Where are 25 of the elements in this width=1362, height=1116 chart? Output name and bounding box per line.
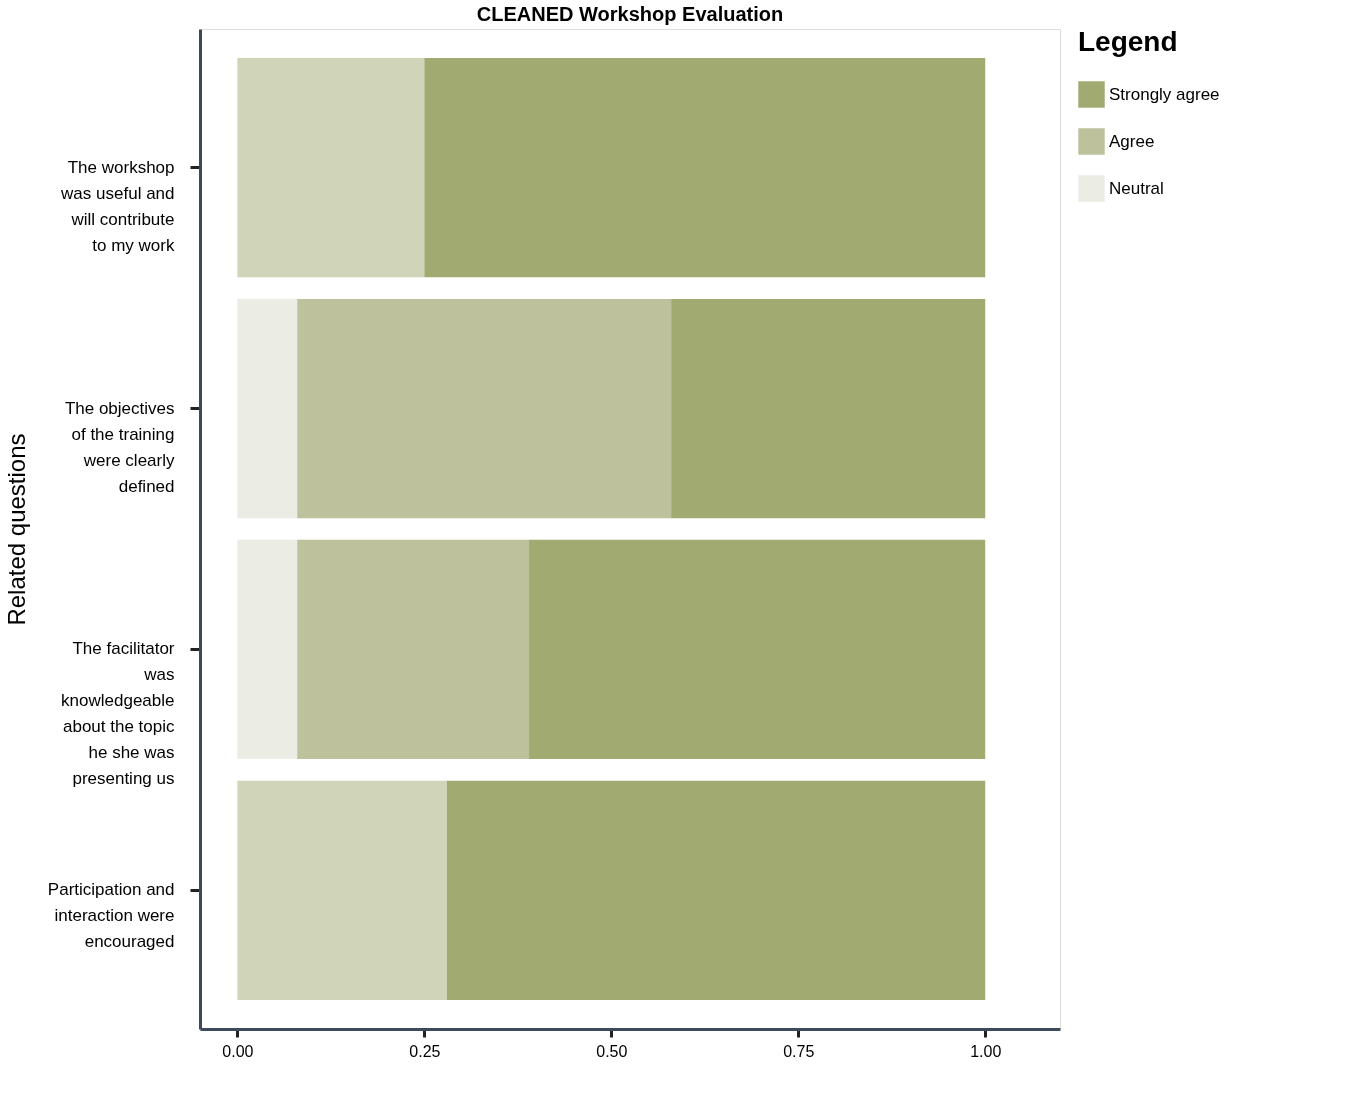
legend-label: Neutral [1109, 178, 1164, 198]
bar [237, 539, 298, 760]
bar [671, 298, 986, 519]
bar [529, 539, 986, 760]
x-tick-label: 0.00 [222, 1042, 254, 1060]
bar [237, 298, 298, 519]
x-tick-label: 0.75 [783, 1042, 815, 1060]
y-tick-label: The facilitator was knowledgeable about the topic he she was presenting us [61, 639, 175, 789]
legend-title: Legend [1078, 26, 1178, 57]
bar [424, 57, 986, 278]
x-tick-label: 0.25 [409, 1042, 441, 1060]
bar [446, 780, 986, 1001]
bar [237, 780, 447, 1001]
y-axis-title: Related questions [2, 433, 30, 626]
y-tick-label: Participation and interaction were encouraged [47, 880, 175, 952]
x-tick-label: 1.00 [970, 1042, 1002, 1060]
bar [237, 57, 425, 278]
y-tick-label: The objectives of the training were clearly defined [64, 398, 175, 496]
chart-title: CLEANED Workshop Evaluation [476, 3, 784, 25]
y-tick-label: The workshop was useful and will contribute to my work [60, 157, 175, 255]
legend-label: Agree [1109, 131, 1155, 151]
bar [297, 298, 672, 519]
bar [297, 539, 530, 760]
x-tick-label: 0.50 [596, 1042, 628, 1060]
legend-label: Strongly agree [1109, 84, 1220, 104]
